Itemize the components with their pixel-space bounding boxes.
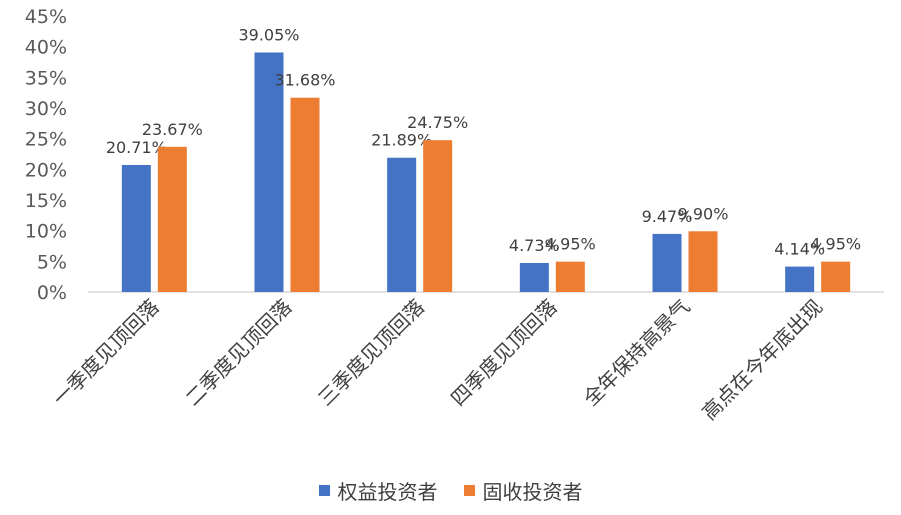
y-tick-label: 40% [25, 37, 67, 59]
y-tick-label: 15% [25, 190, 67, 212]
y-tick-label: 20% [25, 159, 67, 181]
bar [555, 261, 585, 292]
data-label: 9.47% [642, 207, 693, 226]
data-label: 39.05% [238, 25, 299, 44]
legend-swatch-fixed-income [463, 485, 475, 496]
data-label: 4.95% [810, 235, 861, 254]
bar [652, 233, 682, 292]
legend-swatch-equity [318, 485, 330, 496]
bar [785, 266, 815, 292]
bar [121, 164, 151, 292]
y-tick-label: 5% [37, 251, 67, 273]
bar [290, 97, 320, 292]
data-label: 9.90% [678, 204, 729, 223]
data-label: 4.73% [509, 236, 560, 255]
data-label: 23.67% [142, 120, 203, 139]
bar [519, 262, 549, 292]
y-tick-label: 10% [25, 221, 67, 243]
legend-label-fixed-income: 固收投资者 [482, 480, 583, 504]
data-label: 24.75% [407, 113, 468, 132]
bar [254, 52, 284, 292]
y-tick-label: 30% [25, 98, 67, 120]
bar [387, 157, 417, 292]
bar-chart: 0% 5% 10% 15% 20% 25% 30% 35% 40% 45% 20.71%23.67%… [25, 6, 884, 425]
category-label: 全年保持高景气 [579, 295, 695, 411]
data-label: 20.71% [106, 138, 167, 157]
legend-label-equity: 权益投资者 [337, 480, 438, 504]
data-label: 31.68% [274, 71, 335, 90]
category-label: 高点在今年底出现 [697, 295, 827, 425]
legend-item-equity: 权益投资者 [318, 476, 438, 505]
y-tick-label: 0% [37, 282, 67, 304]
category-label: 四季度见顶回落 [446, 295, 562, 411]
bar [821, 261, 851, 292]
legend: 权益投资者 固收投资者 [0, 476, 901, 505]
category-label: 二季度见顶回落 [181, 295, 297, 411]
category-label: 一季度见顶回落 [48, 295, 164, 411]
data-label: 4.14% [774, 240, 825, 259]
y-tick-label: 25% [25, 129, 67, 151]
data-label: 4.95% [545, 235, 596, 254]
bar [157, 146, 187, 292]
y-tick-label: 45% [25, 6, 67, 28]
bar [688, 231, 718, 292]
category-label: 三季度见顶回落 [313, 295, 429, 411]
data-label: 21.89% [371, 131, 432, 150]
y-tick-label: 35% [25, 67, 67, 89]
bar [423, 140, 453, 292]
legend-item-fixed-income: 固收投资者 [463, 476, 583, 505]
